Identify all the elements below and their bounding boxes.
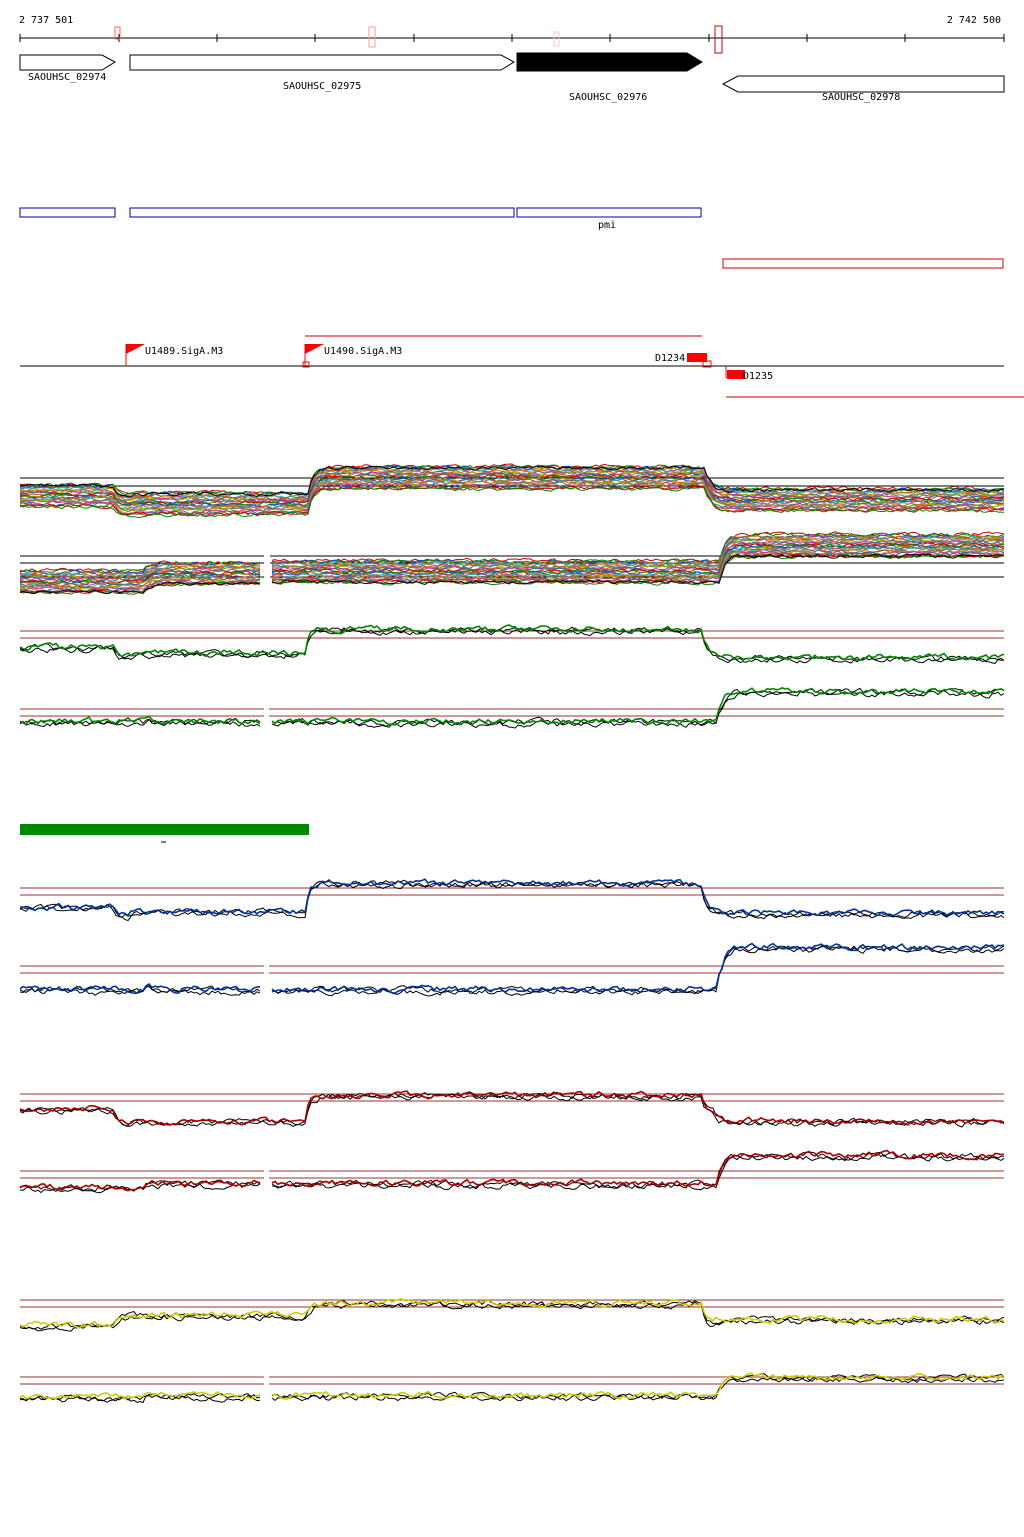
multiline-track-reverse	[19, 531, 1005, 595]
gene-label: SAOUHSC_02974	[28, 72, 106, 83]
terminator-block-icon	[727, 370, 745, 379]
profile-track-reverse	[19, 1363, 1005, 1404]
annotation-box-pmi[interactable]	[516, 207, 702, 218]
gene-arrow-saouhsc-02978[interactable]	[721, 75, 1005, 93]
gene-track: SAOUHSC_02974 SAOUHSC_02975 SAOUHSC_0297…	[19, 52, 1005, 103]
profile-line	[19, 1151, 1004, 1193]
profile-line	[19, 687, 1005, 726]
profile-line	[19, 624, 1005, 662]
ruler: 2 737 501 2 742 500	[19, 15, 1005, 54]
profile-line	[19, 944, 1005, 995]
expression-line	[19, 482, 1005, 515]
profile-track-reverse	[19, 1149, 1005, 1197]
ruler-marker[interactable]	[368, 26, 376, 48]
profile-line	[19, 627, 1005, 664]
profile-tracks	[19, 624, 1005, 1404]
promoter-label: U1490.SigA.M3	[324, 346, 402, 357]
track-gap	[264, 1363, 269, 1403]
promoter-label: U1489.SigA.M3	[145, 346, 223, 357]
terminator-label: D1234	[655, 353, 685, 364]
profile-line	[19, 1376, 1005, 1404]
profile-track-reverse	[19, 687, 1005, 735]
gene-label: SAOUHSC_02978	[822, 92, 900, 103]
profile-track-forward	[19, 1090, 1005, 1128]
expression-line	[19, 486, 1005, 519]
promoter-u1490[interactable]: U1490.SigA.M3	[302, 344, 402, 368]
gene-arrow-saouhsc-02976[interactable]	[516, 52, 703, 72]
gene-label: SAOUHSC_02976	[569, 92, 647, 103]
profile-track-forward	[19, 878, 1005, 922]
expression-line	[19, 475, 1005, 507]
profile-line	[20, 878, 1005, 917]
expression-line	[19, 553, 1005, 595]
profile-line	[19, 1153, 1005, 1194]
expression-line	[19, 463, 1005, 495]
gene-label: SAOUHSC_02975	[283, 81, 361, 92]
track-gap	[264, 952, 269, 992]
profile-line	[19, 881, 1005, 922]
condition-bar[interactable]	[20, 824, 309, 835]
track-gap	[264, 1157, 269, 1197]
ruler-end-label: 2 742 500	[947, 15, 1001, 26]
promoter-u1489[interactable]: U1489.SigA.M3	[125, 344, 223, 366]
terminator-block-icon	[687, 353, 707, 362]
expression-line	[19, 466, 1005, 498]
annotation-track: pmi	[19, 207, 1004, 269]
terminator-d1234[interactable]: D1234	[655, 353, 712, 368]
expression-line	[19, 481, 1005, 513]
ruler-marker[interactable]	[714, 25, 723, 54]
multiline-track-forward	[19, 463, 1005, 519]
profile-track-reverse	[19, 942, 1005, 997]
profile-track-forward	[19, 1297, 1005, 1332]
profile-line	[19, 942, 1005, 995]
profile-line	[19, 1297, 1005, 1329]
profile-line	[19, 1091, 1005, 1127]
annotation-box[interactable]	[19, 207, 116, 218]
promoter-flag-icon	[305, 344, 324, 354]
profile-line	[19, 1090, 1005, 1126]
expression-line	[19, 465, 1005, 498]
terminator-d1235[interactable]: D1235	[725, 366, 773, 382]
profile-line	[19, 1372, 1005, 1400]
expression-line	[19, 477, 1005, 510]
annotation-box[interactable]	[129, 207, 515, 218]
promoter-flag-icon	[126, 344, 145, 354]
terminator-label: D1235	[743, 371, 773, 382]
expression-line	[19, 541, 1005, 583]
track-gap	[264, 695, 269, 735]
profile-line	[19, 1299, 1005, 1330]
profile-line	[19, 1149, 1005, 1192]
annotation-label: pmi	[598, 220, 616, 231]
profile-line	[19, 1093, 1005, 1128]
ruler-marker[interactable]	[114, 26, 121, 40]
regulatory-track: U1489.SigA.M3 U1490.SigA.M3 D1234 D1235	[20, 335, 1024, 398]
ruler-marker[interactable]	[553, 31, 560, 47]
gene-arrow-saouhsc-02974[interactable]	[19, 54, 117, 71]
profile-track-forward	[19, 624, 1005, 664]
gene-arrow-saouhsc-02975[interactable]	[129, 54, 516, 71]
ruler-start-label: 2 737 501	[19, 15, 73, 26]
annotation-box-reverse[interactable]	[722, 258, 1004, 269]
